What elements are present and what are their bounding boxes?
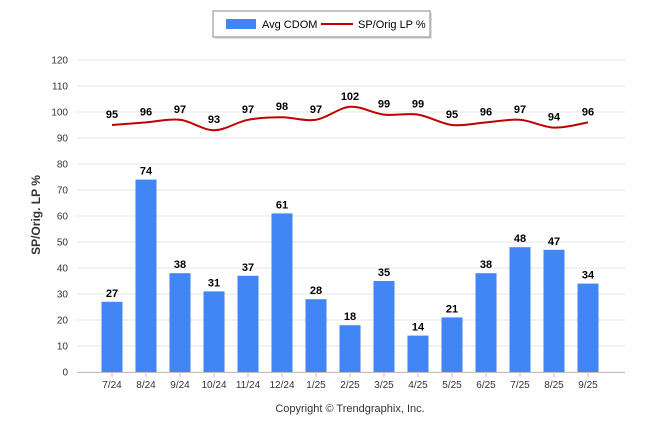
y-tick-label: 50 — [57, 238, 69, 249]
bar-series — [101, 179, 599, 372]
bar — [101, 301, 123, 372]
line-data-label: 96 — [582, 106, 594, 118]
y-tick-label: 70 — [57, 186, 69, 197]
bar-data-label: 38 — [480, 259, 492, 271]
line-data-label: 97 — [310, 104, 322, 116]
x-tick-label: 4/25 — [408, 380, 428, 391]
x-tick-label: 5/25 — [442, 380, 462, 391]
line-series — [111, 105, 589, 132]
bar-data-label: 35 — [378, 267, 390, 279]
line-data-label: 97 — [174, 104, 186, 116]
legend[interactable]: Avg CDOM SP/Orig LP % — [212, 10, 432, 39]
grid-layer — [77, 59, 625, 373]
bar — [509, 247, 531, 372]
legend-label-sp-orig-lp[interactable]: SP/Orig LP % — [358, 19, 426, 31]
x-tick-label: 7/25 — [510, 380, 530, 391]
bar — [373, 281, 395, 372]
bar-data-label: 38 — [174, 259, 186, 271]
y-axis-title: SP/Orig. LP % — [29, 175, 43, 255]
legend-label-avg-cdom[interactable]: Avg CDOM — [262, 19, 317, 31]
y-tick-label: 20 — [57, 316, 69, 327]
line-data-label: 96 — [480, 106, 492, 118]
line-data-label: 94 — [548, 112, 561, 124]
x-tick-label: 10/24 — [201, 380, 226, 391]
line-data-label: 95 — [106, 109, 118, 121]
x-tick-label: 11/24 — [236, 380, 261, 391]
x-tick-label: 7/24 — [102, 380, 122, 391]
line-data-label: 93 — [208, 114, 220, 126]
sp-orig-lp-line — [111, 105, 589, 132]
line-data-label: 95 — [446, 109, 458, 121]
y-axis-ticks: 0 10 20 30 40 50 60 70 80 90 100 110 120 — [51, 56, 68, 379]
bar-data-label: 61 — [276, 199, 288, 211]
bar — [203, 291, 225, 372]
bar — [441, 317, 463, 372]
bar — [543, 249, 565, 372]
bar-data-label: 21 — [446, 303, 458, 315]
line-data-label: 102 — [341, 91, 359, 103]
line-data-label: 99 — [378, 99, 390, 111]
x-tick-label: 6/25 — [476, 380, 496, 391]
x-tick-label: 9/24 — [170, 380, 190, 391]
bar — [169, 273, 191, 372]
bar — [135, 179, 157, 372]
y-tick-label: 60 — [57, 212, 69, 223]
line-data-label: 99 — [412, 99, 424, 111]
x-tick-label: 9/25 — [578, 380, 598, 391]
line-data-label: 98 — [276, 101, 288, 113]
line-data-label: 97 — [514, 104, 526, 116]
x-axis-ticks: 7/24 8/24 9/24 10/24 11/24 12/24 1/25 2/25 3/25 4… — [102, 372, 598, 391]
bar-data-label: 27 — [106, 288, 118, 300]
legend-swatch-avg-cdom — [226, 19, 256, 29]
y-tick-label: 0 — [62, 368, 68, 379]
bar — [305, 299, 327, 372]
x-tick-label: 12/24 — [269, 380, 294, 391]
bar — [577, 283, 599, 372]
y-tick-label: 120 — [51, 56, 68, 67]
y-tick-label: 30 — [57, 290, 69, 301]
y-tick-label: 110 — [52, 82, 68, 93]
bar — [339, 325, 361, 372]
x-tick-label: 2/25 — [340, 380, 360, 391]
x-tick-label: 1/25 — [306, 380, 326, 391]
bar-data-label: 37 — [242, 262, 254, 274]
bar — [475, 273, 497, 372]
x-tick-label: 8/24 — [136, 380, 156, 391]
y-tick-label: 40 — [57, 264, 69, 275]
bar-data-labels: 27 74 38 31 37 61 28 18 35 14 21 38 48 47 34 — [106, 166, 595, 334]
copyright-credit: Copyright © Trendgraphix, Inc. — [275, 403, 424, 415]
bar — [271, 213, 293, 372]
bar-data-label: 47 — [548, 236, 560, 248]
line-data-label: 96 — [140, 106, 152, 118]
bar-data-label: 31 — [208, 277, 220, 289]
bar — [237, 275, 259, 372]
line-data-label: 97 — [242, 104, 254, 116]
y-tick-label: 80 — [57, 160, 69, 171]
bar-data-label: 18 — [344, 311, 356, 323]
x-tick-label: 3/25 — [374, 380, 394, 391]
y-tick-label: 100 — [51, 108, 68, 119]
bar-data-label: 14 — [412, 322, 425, 334]
y-tick-label: 90 — [57, 134, 69, 145]
bar — [407, 335, 429, 372]
x-tick-label: 8/25 — [544, 380, 564, 391]
y-tick-label: 10 — [57, 342, 69, 353]
bar-data-label: 34 — [582, 270, 595, 282]
bar-data-label: 28 — [310, 285, 322, 297]
line-data-labels: 95 96 97 93 97 98 97 102 99 99 95 96 97 94 96 — [106, 91, 594, 126]
bar-data-label: 48 — [514, 233, 526, 245]
bar-data-label: 74 — [140, 166, 153, 178]
